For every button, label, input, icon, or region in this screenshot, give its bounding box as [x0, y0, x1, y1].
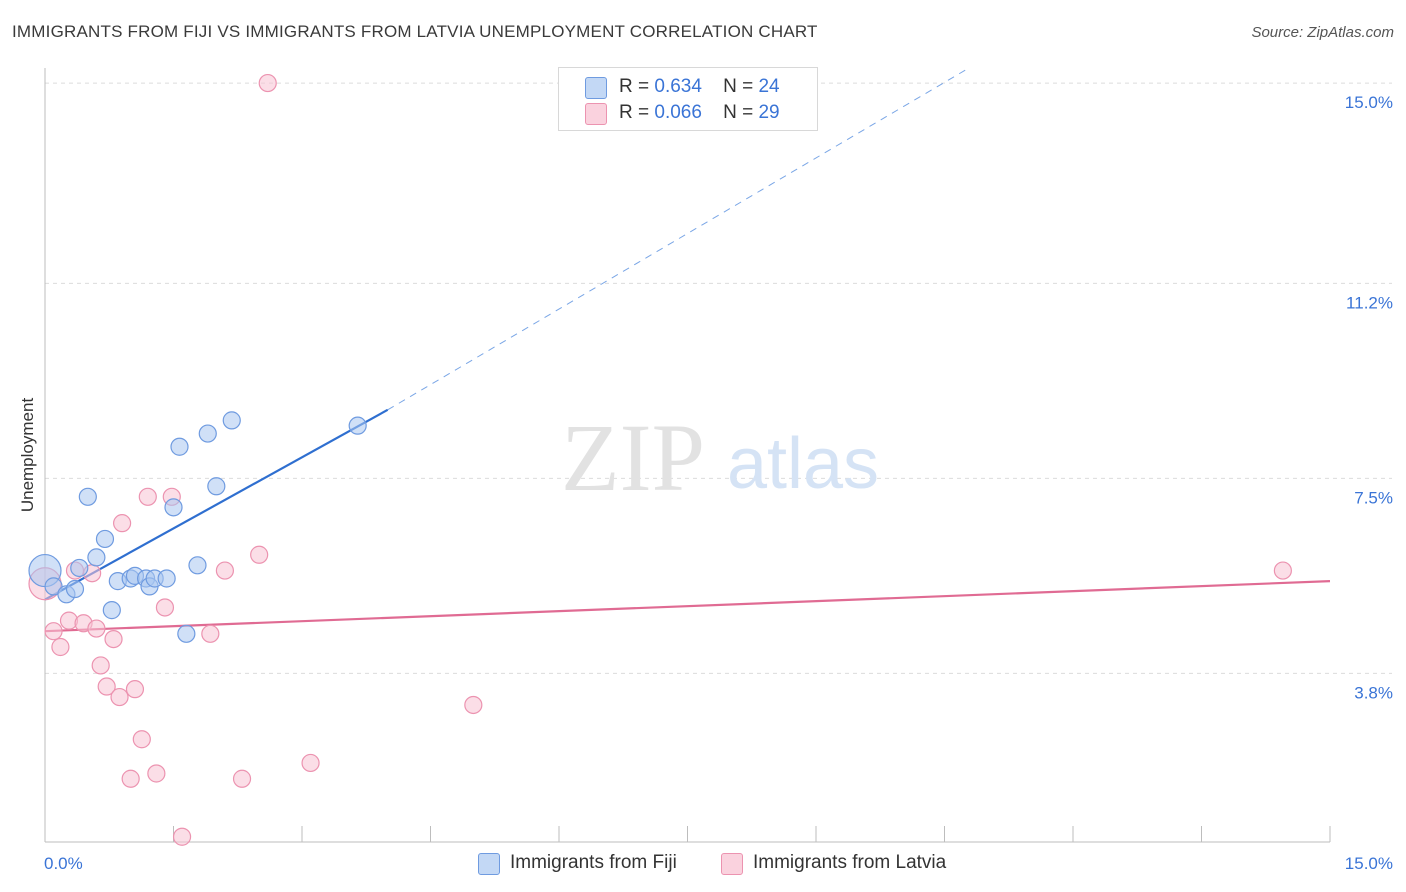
y-axis-label: Unemployment: [18, 397, 37, 513]
y-tick-label-3: 15.0%: [1345, 93, 1393, 112]
correlation-legend: R = 0.634 N = 24 R = 0.066 N = 29: [558, 67, 818, 131]
fiji-point-3: [65, 579, 85, 599]
tick-labels: 3.8% 7.5% 11.2% 15.0% 0.0% 15.0%: [44, 93, 1393, 873]
fiji-point-20: [198, 424, 217, 443]
latvia-point-10: [104, 629, 123, 649]
fiji-point-16: [164, 498, 183, 517]
latvia-point-26: [301, 753, 320, 773]
fiji-point-23: [348, 416, 367, 435]
latvia-point-20: [172, 827, 192, 846]
legend-swatch-latvia: [585, 103, 607, 125]
fiji-point-15: [157, 569, 176, 588]
latvia-point-22: [215, 561, 234, 580]
latvia-point-13: [121, 769, 140, 788]
legend-text-fiji: R = 0.634 N = 24: [619, 76, 780, 97]
latvia-point-16: [138, 487, 157, 506]
latvia-point-7: [87, 619, 106, 638]
latvia-point-11: [110, 687, 129, 707]
chart-title: IMMIGRANTS FROM FIJI VS IMMIGRANTS FROM …: [12, 22, 818, 41]
x-tick-label-1: 15.0%: [1345, 854, 1393, 873]
bottom-legend-swatch-latvia: [721, 853, 743, 875]
latvia-point-24: [250, 545, 269, 564]
bottom-legend-swatch-fiji: [478, 853, 500, 875]
latvia-point-25: [258, 73, 277, 93]
source-label: Source: ZipAtlas.com: [1251, 24, 1394, 41]
x-tick-label-0: 0.0%: [44, 854, 83, 873]
data-points: [28, 73, 1292, 846]
latvia-point-1: [44, 622, 63, 641]
fiji-point-8: [102, 601, 121, 620]
fiji-point-6: [87, 548, 106, 567]
bottom-legend-label-fiji: Immigrants from Fiji: [510, 852, 677, 873]
latvia-point-14: [125, 680, 145, 699]
watermark: ZIP atlas: [561, 404, 879, 511]
y-tick-label-1: 7.5%: [1354, 488, 1393, 507]
fiji-point-18: [177, 624, 196, 643]
fiji-trend-line: [44, 408, 389, 601]
latvia-point-8: [91, 656, 110, 675]
fiji-point-5: [78, 487, 97, 506]
fiji-point-19: [188, 556, 207, 575]
fiji-point-7: [95, 529, 115, 549]
latvia-point-23: [232, 769, 252, 788]
fiji-trend-extension: [387, 66, 971, 411]
latvia-point-28: [1273, 561, 1292, 580]
grid: [45, 82, 1392, 674]
latvia-point-9: [97, 677, 116, 696]
legend-text-latvia: R = 0.066 N = 29: [619, 102, 780, 123]
watermark-atlas: atlas: [727, 424, 879, 504]
bottom-legend-label-latvia: Immigrants from Latvia: [753, 852, 947, 873]
legend-swatch-fiji: [585, 77, 607, 99]
latvia-point-15: [132, 730, 151, 749]
latvia-point-27: [464, 695, 483, 715]
trend-lines: [44, 66, 1331, 633]
y-tick-label-2: 11.2%: [1346, 293, 1393, 312]
latvia-point-18: [155, 598, 175, 617]
latvia-point-17: [147, 764, 166, 783]
fiji-point-17: [170, 437, 189, 456]
latvia-point-21: [201, 624, 220, 643]
latvia-point-12: [112, 514, 132, 533]
latvia-trend-line: [44, 580, 1331, 633]
watermark-zip: ZIP: [561, 404, 705, 511]
fiji-point-21: [207, 477, 226, 496]
latvia-point-2: [51, 637, 70, 657]
fiji-point-22: [222, 411, 241, 430]
fiji-point-4: [70, 558, 89, 578]
y-tick-label-0: 3.8%: [1354, 683, 1393, 702]
